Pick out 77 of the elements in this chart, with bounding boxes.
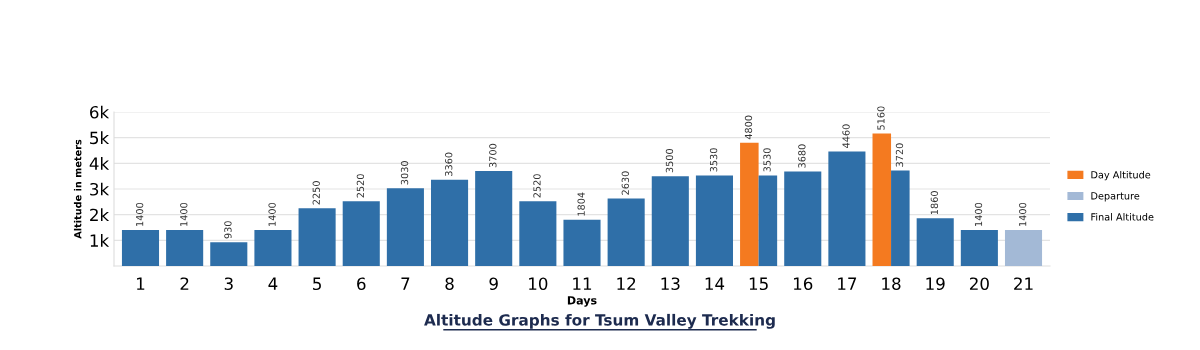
x-tick-label: 21 — [1014, 277, 1033, 290]
bar — [431, 179, 469, 266]
bar — [342, 201, 380, 266]
x-tick-label: 17 — [838, 277, 857, 290]
legend-label: Departure — [1091, 192, 1140, 202]
x-tick-label: 15 — [749, 277, 768, 291]
data-label: 2520 — [356, 174, 365, 198]
bar — [607, 198, 645, 266]
data-label: 3720 — [895, 143, 904, 167]
data-label: 1400 — [974, 202, 983, 226]
bar — [254, 230, 292, 266]
data-label: 3530 — [763, 148, 771, 172]
x-tick-label: 16 — [793, 277, 813, 291]
x-tick-label: 8 — [445, 277, 454, 291]
x-tick-label: 7 — [401, 277, 410, 290]
y-tick-label: 1k — [90, 234, 110, 247]
data-label: 2630 — [621, 171, 629, 195]
bar — [916, 218, 954, 266]
data-label: 1400 — [268, 202, 276, 226]
bar — [695, 175, 733, 266]
bar — [475, 171, 513, 266]
data-label: 3530 — [709, 148, 718, 172]
y-axis-title: Altitude in meters — [73, 139, 82, 239]
x-tick-label: 11 — [573, 277, 592, 290]
data-label: 3030 — [400, 161, 409, 185]
text: Altitude Graphs for Tsum Valley Trekking — [424, 313, 775, 329]
x-tick-label: 1 — [137, 277, 145, 290]
bar — [563, 219, 601, 266]
data-label: 5160 — [877, 106, 885, 130]
data-label: 3700 — [489, 143, 497, 168]
legend-label: Final Altitude — [1091, 213, 1154, 221]
bar — [210, 242, 248, 266]
data-label: 4800 — [744, 115, 753, 140]
data-label: 2250 — [312, 181, 320, 205]
bar — [784, 171, 822, 266]
bar — [828, 151, 866, 266]
y-tick-label: 6k — [90, 105, 110, 119]
data-label: 3360 — [445, 152, 453, 176]
x-tick-label: 5 — [313, 277, 321, 291]
x-tick-label: 13 — [661, 277, 680, 291]
data-label: 1400 — [1018, 202, 1027, 226]
bar — [519, 201, 557, 266]
bar — [1004, 230, 1043, 266]
bar — [872, 133, 892, 266]
bar — [740, 142, 759, 266]
x-tick-label: 4 — [268, 277, 278, 290]
bar — [166, 230, 204, 266]
data-label: 1804 — [577, 192, 585, 216]
y-tick-label: 2k — [90, 208, 110, 221]
x-tick-label: 3 — [224, 277, 233, 291]
data-label: 1860 — [930, 191, 939, 215]
data-label: 1400 — [180, 202, 188, 226]
data-label: 930 — [224, 221, 232, 239]
x-tick-label: 20 — [969, 277, 989, 291]
x-tick-label: 12 — [617, 277, 636, 290]
x-tick-label: 19 — [926, 277, 945, 291]
x-axis-title: Days — [567, 296, 597, 307]
data-label: 2520 — [533, 174, 541, 198]
x-tick-label: 9 — [489, 277, 498, 291]
bar — [651, 176, 689, 266]
y-tick-label: 4k — [89, 157, 110, 170]
x-tick-label: 6 — [357, 277, 366, 291]
bar — [960, 230, 998, 266]
y-tick-label: 3k — [90, 182, 110, 196]
y-tick-label: 5k — [90, 131, 110, 145]
x-tick-label: 14 — [705, 277, 725, 290]
data-label: 4460 — [842, 124, 850, 148]
x-tick-label: 18 — [882, 277, 901, 291]
data-label: 3680 — [798, 144, 806, 168]
bar — [298, 208, 336, 266]
bar — [386, 188, 424, 266]
bar — [121, 230, 160, 266]
data-label: 1400 — [135, 202, 144, 226]
data-label: 3500 — [665, 148, 674, 173]
x-tick-label: 2 — [180, 277, 189, 290]
legend-label: Day Altitude — [1091, 170, 1151, 181]
x-tick-label: 10 — [529, 277, 548, 291]
